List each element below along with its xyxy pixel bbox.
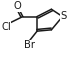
Text: S: S: [60, 11, 66, 21]
Text: Cl: Cl: [1, 22, 11, 31]
Text: Br: Br: [24, 40, 35, 50]
Text: O: O: [14, 1, 22, 11]
